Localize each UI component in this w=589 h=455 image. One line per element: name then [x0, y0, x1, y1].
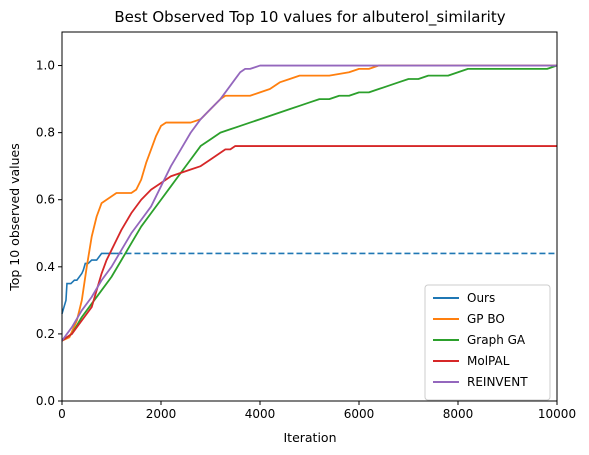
legend: Ours GP BO Graph GA MolPAL REINVENT	[424, 284, 551, 401]
series-layer	[61, 64, 558, 342]
x-tick-label: 10000	[538, 407, 576, 421]
y-axis-title: Top 10 observed values	[7, 143, 22, 292]
y-tick-label: 0.0	[36, 394, 55, 408]
y-tick-label: 0.6	[36, 193, 55, 207]
y-tick-label: 0.2	[36, 327, 55, 341]
x-tick-label: 8000	[443, 407, 474, 421]
plot-frame	[61, 31, 558, 402]
x-tick-label: 6000	[344, 407, 375, 421]
series-line-graph-ga	[61, 64, 558, 342]
axes-layer: 0 2000 4000 6000 8000 10000 0.0 0.2 0.4 0.6 0.8 1.0	[36, 31, 576, 421]
legend-label-reinvent: REINVENT	[467, 375, 528, 389]
legend-label-graph-ga: Graph GA	[467, 333, 526, 347]
legend-box	[424, 284, 551, 401]
x-tick-label: 2000	[146, 407, 177, 421]
series-line-reinvent	[61, 64, 557, 342]
series-line-ours	[61, 252, 117, 315]
x-tick-label: 4000	[245, 407, 276, 421]
chart-title: Best Observed Top 10 values for albutero…	[114, 8, 505, 27]
y-tick-label: 1.0	[36, 59, 55, 73]
legend-label-molpal: MolPAL	[467, 354, 510, 368]
x-tick-label: 0	[58, 407, 66, 421]
legend-label-ours: Ours	[467, 291, 495, 305]
x-axis-title: Iteration	[283, 430, 336, 445]
series-line-gp-bo	[61, 64, 557, 342]
legend-label-gp-bo: GP BO	[467, 312, 505, 326]
y-tick-label: 0.4	[36, 260, 55, 274]
y-tick-label: 0.8	[36, 126, 55, 140]
